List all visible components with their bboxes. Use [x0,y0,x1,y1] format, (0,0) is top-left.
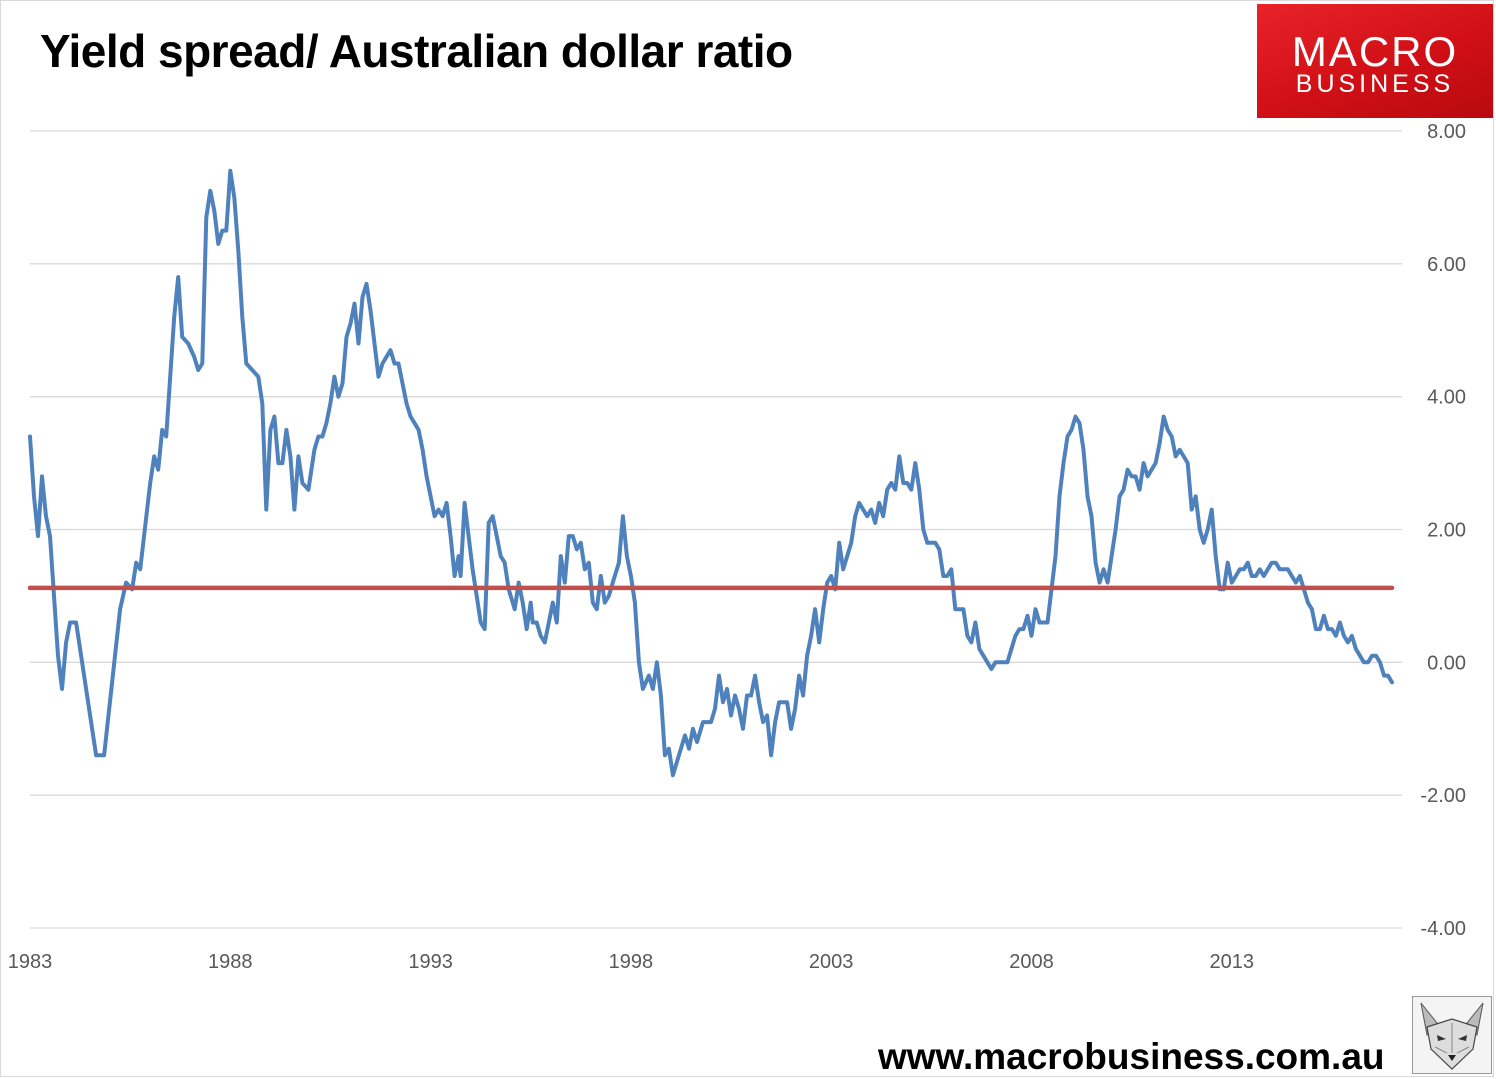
y-tick-label: -2.00 [1420,785,1466,807]
x-tick-label: 1993 [408,951,453,973]
fox-icon [1420,1002,1484,1070]
x-tick-label: 2013 [1210,951,1255,973]
y-axis-tick-labels: 8.00 6.00 4.00 2.00 0.00 -2.00 -4.00 [1420,121,1466,940]
fox-mascot-logo [1412,996,1492,1074]
chart-title: Yield spread/ Australian dollar ratio [40,25,793,77]
y-tick-label: -4.00 [1420,918,1466,940]
x-axis-tick-labels: 1983 1988 1993 1998 2003 2008 2013 [8,951,1254,973]
x-tick-label: 1988 [208,951,253,973]
x-tick-label: 2008 [1009,951,1054,973]
y-tick-label: 4.00 [1427,387,1466,409]
x-tick-label: 1983 [8,951,53,973]
series-group [27,168,1395,778]
logo-line-1: MACRO [1291,28,1459,75]
x-tick-label: 1998 [609,951,654,973]
y-tick-label: 2.00 [1427,520,1466,542]
x-tick-label: 2003 [809,951,854,973]
series-line-yield-spread-ratio [28,168,1394,778]
logo-line-2: BUSINESS [1295,70,1455,98]
y-tick-label: 0.00 [1427,652,1466,674]
y-tick-label: 8.00 [1427,121,1466,143]
website-url[interactable]: www.macrobusiness.com.au [878,1036,1385,1077]
macrobusiness-logo: MACRO BUSINESS [1257,4,1493,118]
gridlines [30,130,1402,929]
y-tick-label: 6.00 [1427,254,1466,276]
